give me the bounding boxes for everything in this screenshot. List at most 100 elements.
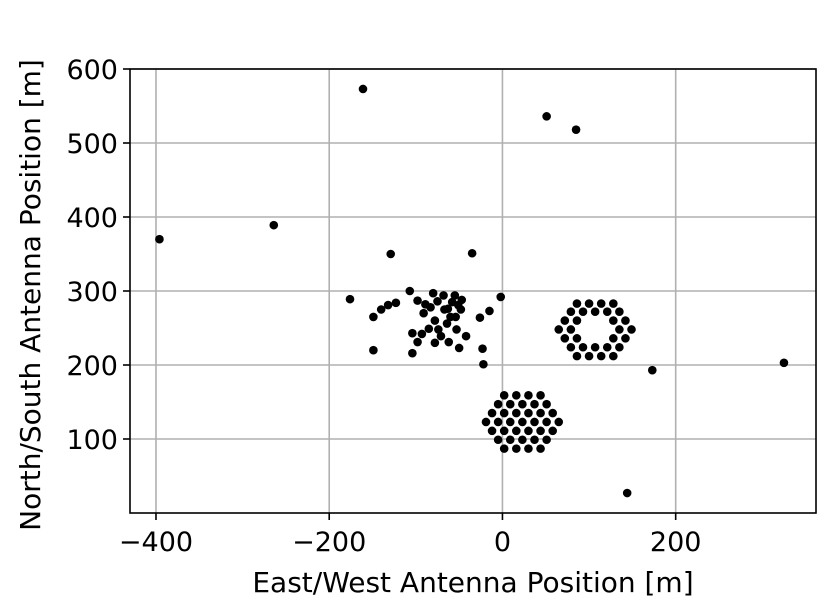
antenna-point: [518, 435, 527, 445]
antenna-point: [518, 399, 527, 409]
antenna-point: [627, 325, 636, 334]
antenna-point: [433, 297, 442, 306]
antenna-points: [155, 84, 789, 498]
antenna-point: [499, 444, 509, 453]
antenna-point: [269, 220, 279, 230]
antenna-point: [499, 408, 509, 418]
antenna-point: [621, 316, 630, 325]
antenna-point: [386, 249, 396, 259]
antenna-point: [566, 325, 576, 334]
antenna-point: [499, 391, 509, 400]
antenna-point: [590, 307, 600, 317]
antenna-point: [609, 299, 618, 308]
antenna-point: [493, 435, 503, 445]
antenna-point: [536, 408, 545, 418]
antenna-point: [578, 307, 588, 317]
antenna-point: [602, 342, 612, 352]
antenna-point: [487, 408, 497, 418]
antenna-point: [467, 248, 477, 258]
antenna-point: [572, 351, 582, 361]
antenna-point: [571, 125, 581, 134]
antenna-point: [524, 444, 533, 453]
antenna-point: [512, 391, 521, 400]
axis-ticks: [123, 68, 677, 520]
antenna-point: [443, 304, 453, 314]
x-tick-label: 0: [494, 527, 511, 558]
antenna-point: [496, 292, 506, 302]
antenna-point: [493, 417, 503, 427]
antenna-point: [548, 408, 557, 418]
antenna-point: [524, 408, 533, 418]
antenna-point: [609, 351, 618, 361]
antenna-point: [481, 417, 491, 427]
antenna-point: [434, 325, 443, 334]
antenna-point: [442, 319, 452, 328]
antenna-point: [566, 307, 576, 317]
antenna-point: [439, 291, 448, 300]
antenna-point: [456, 305, 466, 314]
antenna-point: [609, 334, 618, 343]
x-tick-label: −400: [119, 527, 193, 558]
antenna-point: [475, 313, 485, 322]
x-tick-label: −200: [292, 527, 366, 558]
antenna-point: [530, 399, 539, 409]
antenna-point: [505, 417, 515, 427]
antenna-point: [478, 344, 487, 354]
antenna-point: [621, 334, 630, 343]
antenna-point: [391, 298, 401, 308]
antenna-point: [542, 417, 551, 427]
antenna-point: [499, 426, 509, 436]
antenna-point: [512, 408, 521, 418]
antenna-point: [590, 342, 600, 352]
antenna-point: [615, 342, 624, 352]
antenna-point: [428, 288, 438, 298]
antenna-point: [615, 325, 624, 334]
antenna-point: [444, 337, 454, 347]
antenna-point: [524, 391, 533, 400]
antenna-point: [485, 306, 494, 316]
antenna-point: [566, 342, 576, 352]
y-tick-labels: 100 200 300 400 500 600: [66, 55, 118, 456]
y-tick-label: 100: [66, 425, 118, 456]
antenna-point: [405, 286, 415, 296]
antenna-point: [542, 435, 551, 445]
antenna-point: [451, 312, 460, 322]
antenna-point: [560, 334, 570, 343]
antenna-point: [461, 331, 471, 341]
x-tick-labels: −400 −200 0 200: [119, 527, 702, 558]
antenna-point: [578, 342, 588, 352]
antenna-point: [602, 307, 612, 317]
antenna-point: [530, 435, 539, 445]
antenna-point: [572, 299, 582, 308]
antenna-point: [512, 444, 521, 453]
antenna-point: [479, 359, 488, 369]
antenna-point: [572, 316, 582, 325]
antenna-point: [419, 308, 428, 318]
antenna-point: [430, 338, 440, 348]
antenna-point: [548, 426, 557, 436]
antenna-point: [505, 435, 515, 445]
antenna-point: [493, 399, 503, 409]
y-axis-label: North/South Antenna Position [m]: [14, 59, 47, 531]
antenna-point: [584, 351, 594, 361]
antenna-point: [450, 291, 460, 300]
antenna-point: [542, 399, 551, 409]
antenna-point: [424, 324, 434, 334]
y-tick-label: 500: [66, 129, 118, 160]
antenna-point: [554, 417, 564, 427]
antenna-point: [413, 296, 422, 305]
antenna-point: [369, 345, 378, 355]
x-tick-label: 200: [650, 527, 702, 558]
antenna-point: [647, 365, 657, 375]
antenna-point: [487, 426, 497, 436]
antenna-point: [609, 316, 618, 325]
antenna-point: [358, 84, 368, 94]
antenna-point: [554, 325, 564, 334]
y-tick-label: 400: [66, 203, 118, 234]
antenna-point: [369, 312, 378, 322]
antenna-point: [536, 391, 545, 400]
antenna-point: [505, 399, 515, 409]
antenna-point: [622, 488, 632, 498]
grid: [130, 68, 816, 513]
